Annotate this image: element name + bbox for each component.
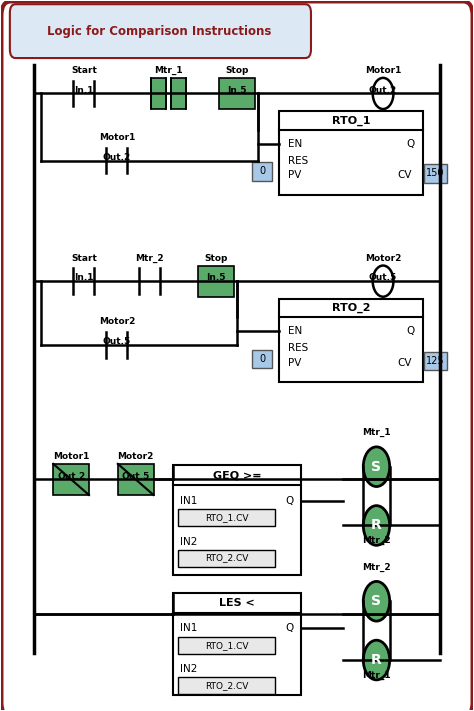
Text: Stop: Stop <box>225 66 249 75</box>
Text: IN1: IN1 <box>181 623 198 634</box>
Text: R: R <box>371 518 382 533</box>
Text: Out.5: Out.5 <box>103 337 131 346</box>
Bar <box>173 465 301 575</box>
FancyBboxPatch shape <box>424 352 447 370</box>
Bar <box>171 78 186 109</box>
Text: RTO_2: RTO_2 <box>332 303 371 313</box>
Text: Q: Q <box>285 496 293 506</box>
FancyBboxPatch shape <box>424 164 447 183</box>
FancyBboxPatch shape <box>252 350 273 368</box>
Bar <box>53 464 89 495</box>
Text: RTO_2.CV: RTO_2.CV <box>205 681 248 690</box>
FancyBboxPatch shape <box>252 162 273 181</box>
Bar <box>279 299 423 383</box>
Text: Out.5: Out.5 <box>121 471 150 481</box>
Text: RTO_2.CV: RTO_2.CV <box>205 554 248 562</box>
Text: LES <: LES < <box>219 598 255 608</box>
Text: IN2: IN2 <box>181 664 198 674</box>
Text: EN: EN <box>288 139 302 149</box>
Text: Motor2: Motor2 <box>365 254 401 263</box>
Text: Logic for Comparison Instructions: Logic for Comparison Instructions <box>47 25 272 38</box>
Circle shape <box>363 582 390 621</box>
Text: 0: 0 <box>259 166 265 176</box>
Text: IN1: IN1 <box>181 496 198 506</box>
Text: EN: EN <box>288 326 302 336</box>
Text: 0: 0 <box>259 354 265 364</box>
Text: Start: Start <box>71 254 97 263</box>
Text: 125: 125 <box>426 356 445 366</box>
Text: Mtr_2: Mtr_2 <box>136 254 164 263</box>
Text: PV: PV <box>288 170 301 180</box>
Text: Motor2: Motor2 <box>99 318 135 326</box>
Text: RTO_1.CV: RTO_1.CV <box>205 641 248 650</box>
Text: 150: 150 <box>426 169 445 178</box>
Text: GEQ >=: GEQ >= <box>213 470 261 480</box>
Text: Out.2: Out.2 <box>57 471 85 481</box>
Text: Q: Q <box>406 139 415 149</box>
Text: Motor1: Motor1 <box>99 134 135 142</box>
Text: R: R <box>371 653 382 667</box>
Text: Motor2: Motor2 <box>118 452 154 461</box>
Bar <box>279 111 423 195</box>
Circle shape <box>363 640 390 680</box>
Text: S: S <box>372 460 382 474</box>
Text: S: S <box>372 594 382 608</box>
Text: Mtr_1: Mtr_1 <box>362 670 391 680</box>
Text: In.5: In.5 <box>227 85 247 95</box>
Bar <box>198 265 234 296</box>
FancyBboxPatch shape <box>178 677 275 694</box>
Text: Mtr_2: Mtr_2 <box>362 562 391 572</box>
FancyBboxPatch shape <box>10 4 311 58</box>
Text: Out.5: Out.5 <box>369 273 397 282</box>
Text: PV: PV <box>288 358 301 368</box>
Circle shape <box>363 506 390 545</box>
Bar <box>118 464 154 495</box>
Text: Q: Q <box>406 326 415 336</box>
Text: Mtr_2: Mtr_2 <box>362 536 391 545</box>
Text: RES: RES <box>288 156 308 166</box>
Text: RTO_1: RTO_1 <box>332 115 371 126</box>
Text: RTO_1.CV: RTO_1.CV <box>205 513 248 522</box>
Text: Out.2: Out.2 <box>369 85 397 95</box>
Text: Q: Q <box>285 623 293 634</box>
Text: Out.2: Out.2 <box>103 153 131 162</box>
Text: Stop: Stop <box>204 254 228 263</box>
Text: CV: CV <box>397 358 412 368</box>
Text: Motor1: Motor1 <box>365 66 401 75</box>
Text: Start: Start <box>71 66 97 75</box>
Text: RES: RES <box>288 343 308 353</box>
FancyBboxPatch shape <box>178 636 275 653</box>
FancyBboxPatch shape <box>178 509 275 526</box>
FancyBboxPatch shape <box>178 550 275 567</box>
Text: CV: CV <box>397 170 412 180</box>
Text: Motor1: Motor1 <box>53 452 89 461</box>
Text: Mtr_1: Mtr_1 <box>362 428 391 437</box>
Text: In.5: In.5 <box>206 273 226 282</box>
Text: Mtr_1: Mtr_1 <box>155 66 183 75</box>
Text: In.1: In.1 <box>74 273 93 282</box>
Text: IN2: IN2 <box>181 537 198 547</box>
Bar <box>219 78 255 109</box>
Bar <box>151 78 166 109</box>
Text: In.1: In.1 <box>74 85 93 95</box>
Bar <box>173 593 301 695</box>
Circle shape <box>363 447 390 486</box>
